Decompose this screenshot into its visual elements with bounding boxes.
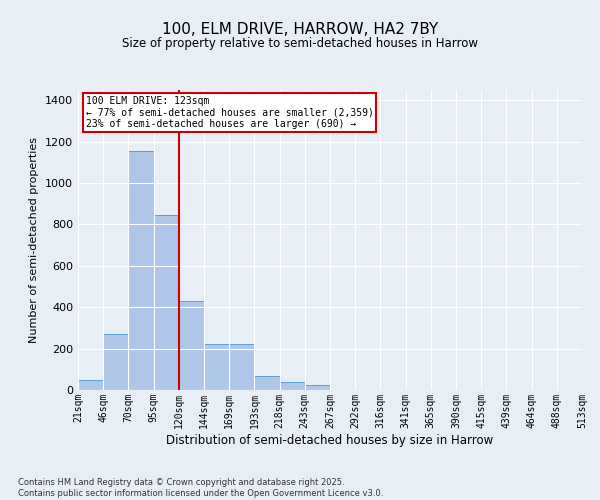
Bar [154, 215, 179, 390]
Bar [128, 151, 154, 390]
Bar [305, 385, 330, 390]
Bar [78, 380, 103, 390]
Text: 100, ELM DRIVE, HARROW, HA2 7BY: 100, ELM DRIVE, HARROW, HA2 7BY [162, 22, 438, 38]
Bar [229, 344, 254, 390]
Text: Size of property relative to semi-detached houses in Harrow: Size of property relative to semi-detach… [122, 38, 478, 51]
Bar [179, 301, 204, 390]
Bar [280, 382, 305, 390]
Y-axis label: Number of semi-detached properties: Number of semi-detached properties [29, 137, 40, 343]
Bar [103, 334, 128, 390]
Text: Contains HM Land Registry data © Crown copyright and database right 2025.
Contai: Contains HM Land Registry data © Crown c… [18, 478, 383, 498]
Text: 100 ELM DRIVE: 123sqm
← 77% of semi-detached houses are smaller (2,359)
23% of s: 100 ELM DRIVE: 123sqm ← 77% of semi-deta… [86, 96, 373, 129]
Bar [204, 344, 229, 390]
X-axis label: Distribution of semi-detached houses by size in Harrow: Distribution of semi-detached houses by … [166, 434, 494, 446]
Bar [254, 376, 280, 390]
